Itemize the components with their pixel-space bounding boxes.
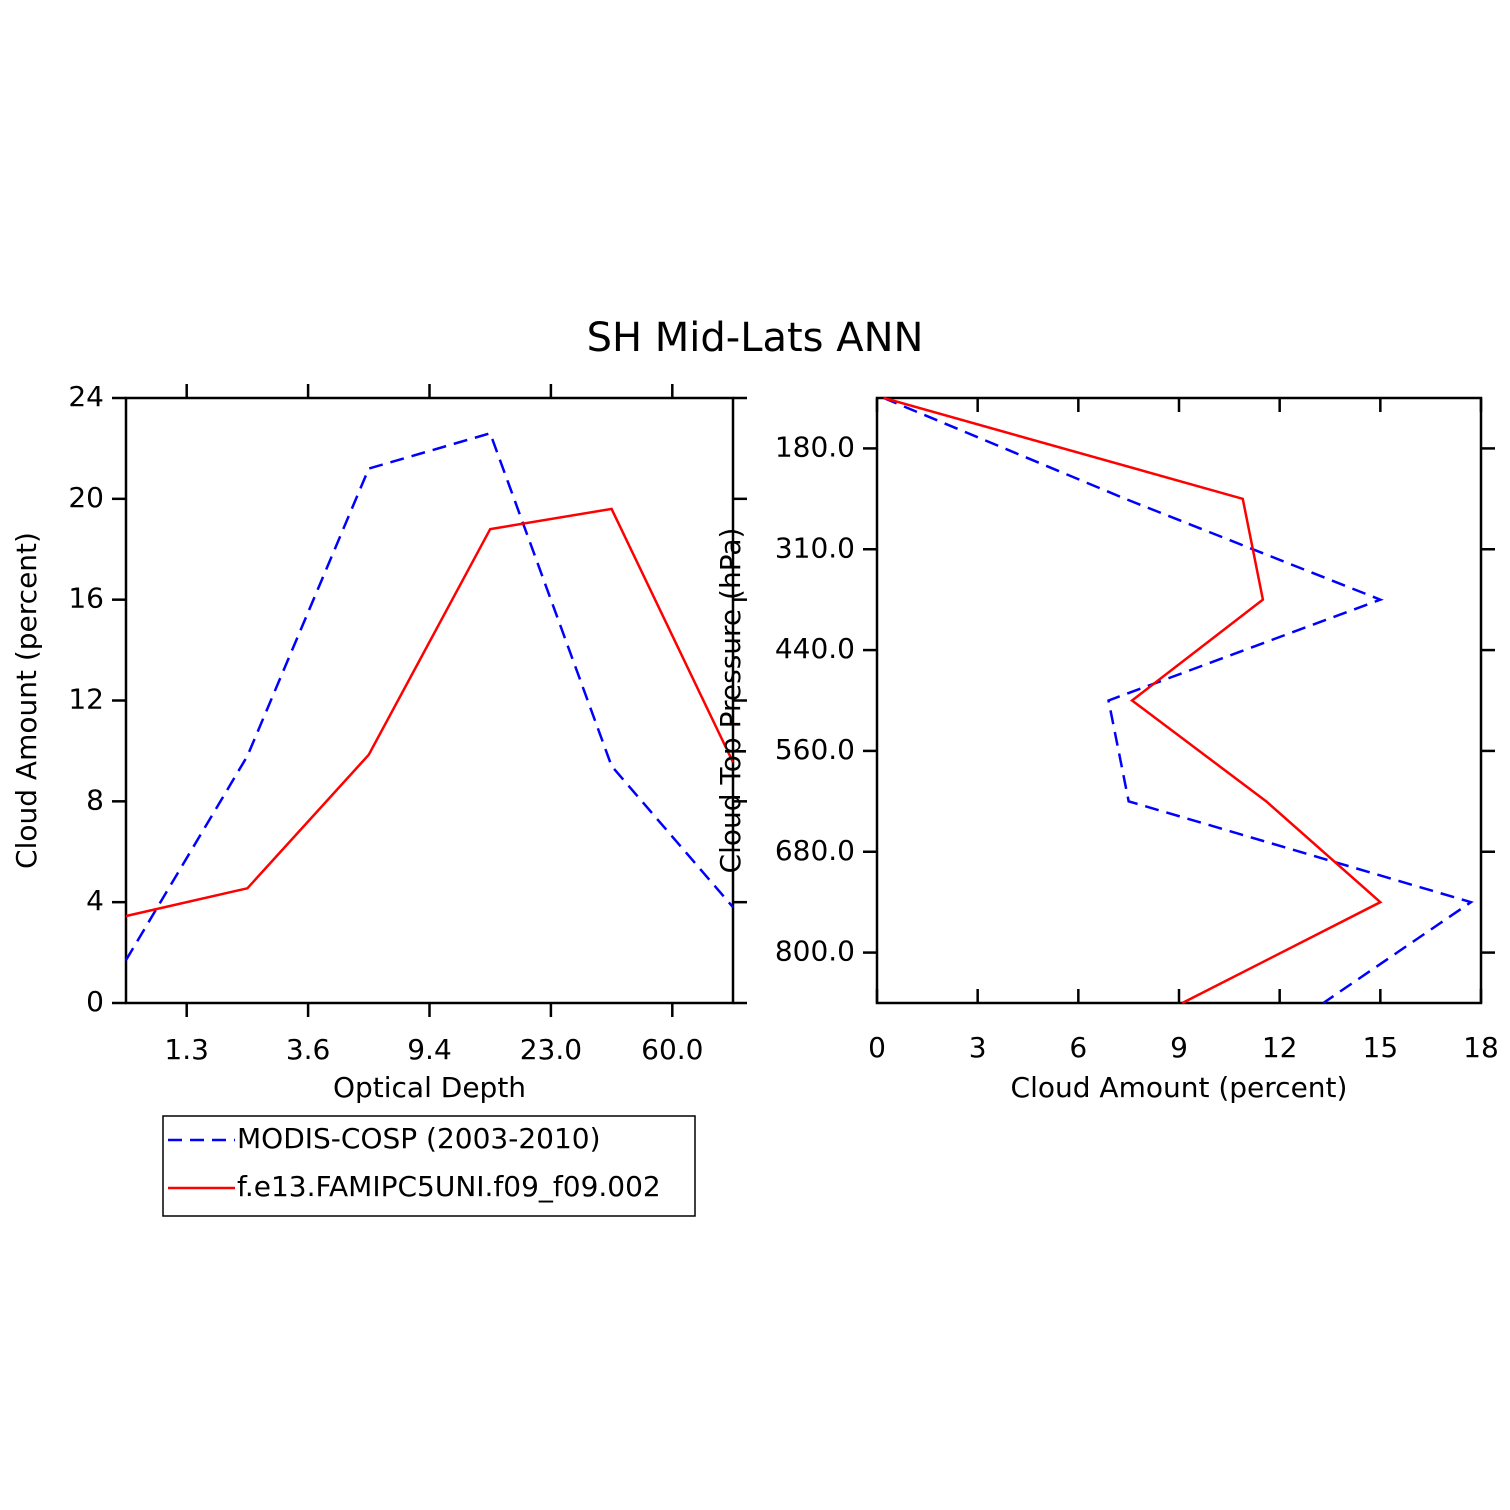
- data-line: [125, 507, 735, 918]
- x-tick-label: 23.0: [520, 1033, 582, 1066]
- y-tick-label: 440.0: [775, 632, 855, 665]
- data-line: [883, 396, 1383, 1005]
- legend-label: MODIS-COSP (2003-2010): [237, 1122, 601, 1155]
- data-line: [883, 396, 1474, 1005]
- x-tick-label: 0: [868, 1031, 886, 1064]
- legend-label: f.e13.FAMIPC5UNI.f09_f09.002: [237, 1170, 661, 1203]
- x-axis-title: Cloud Amount (percent): [1011, 1071, 1348, 1104]
- y-tick-label: 20: [68, 481, 104, 514]
- x-tick-label: 60.0: [641, 1033, 703, 1066]
- x-tick-label: 9.4: [407, 1033, 452, 1066]
- x-tick-label: 3.6: [286, 1033, 331, 1066]
- y-tick-label: 180.0: [775, 430, 855, 463]
- y-axis-title: Cloud Top Pressure (hPa): [714, 528, 747, 874]
- y-tick-label: 0: [86, 985, 104, 1018]
- data-line: [124, 431, 734, 961]
- legend-box: [162, 1115, 696, 1217]
- x-tick-label: 18: [1463, 1031, 1499, 1064]
- y-tick-label: 12: [68, 683, 104, 716]
- x-tick-label: 12: [1262, 1031, 1298, 1064]
- y-tick-label: 680.0: [775, 834, 855, 867]
- y-tick-label: 16: [68, 582, 104, 615]
- y-axis-title: Cloud Amount (percent): [10, 532, 43, 869]
- figure-title: SH Mid-Lats ANN: [587, 315, 924, 361]
- y-tick-label: 800.0: [775, 935, 855, 968]
- x-axis-title: Optical Depth: [333, 1071, 526, 1104]
- x-tick-label: 9: [1170, 1031, 1188, 1064]
- y-tick-label: 8: [86, 783, 104, 816]
- x-tick-label: 1.3: [164, 1033, 209, 1066]
- x-tick-label: 6: [1069, 1031, 1087, 1064]
- y-tick-label: 24: [68, 380, 104, 413]
- y-tick-label: 560.0: [775, 733, 855, 766]
- y-tick-label: 310.0: [775, 531, 855, 564]
- y-tick-label: 4: [86, 884, 104, 917]
- x-tick-label: 15: [1363, 1031, 1399, 1064]
- x-tick-label: 3: [969, 1031, 987, 1064]
